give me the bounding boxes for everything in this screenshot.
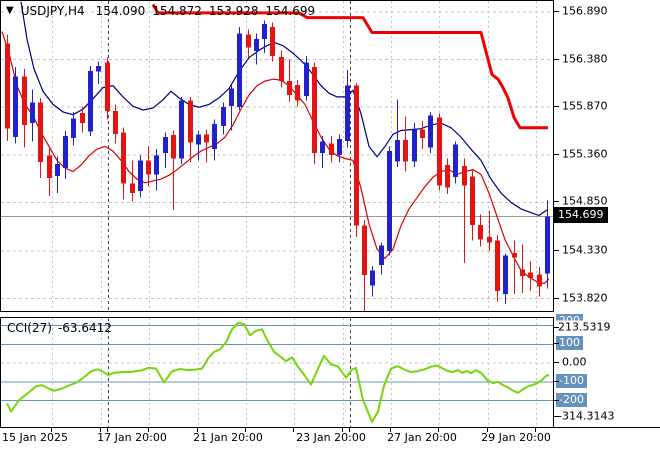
price-axis-label: 156.380 xyxy=(562,52,608,66)
time-axis-label: 29 Jan 20:00 xyxy=(481,431,551,444)
symbol-dropdown-icon[interactable]: ▼ xyxy=(6,5,14,16)
cci-indicator-name: CCI(27) xyxy=(7,321,52,335)
cci-level-label: 100 xyxy=(556,336,583,351)
time-axis-tick xyxy=(245,428,246,432)
axis-tick xyxy=(554,11,559,12)
price-axis-label: 153.820 xyxy=(562,291,608,305)
ohlc-close: 154.699 xyxy=(265,4,316,18)
ohlc-low: 153.928 xyxy=(208,4,259,18)
cci-chart-canvas[interactable] xyxy=(1,318,553,427)
cci-level-label: -200 xyxy=(556,392,587,407)
cci-label: CCI(27) -63.6412 xyxy=(7,321,112,335)
cci-level-label: -100 xyxy=(556,373,587,388)
time-axis-tick xyxy=(535,428,536,432)
ohlc-open: 154.090 xyxy=(95,4,146,18)
price-axis-label: 156.890 xyxy=(562,4,608,18)
price-axis[interactable]: 156.890 156.380 155.870 155.360 154.850 154.3… xyxy=(554,0,660,428)
time-axis-tick xyxy=(148,428,149,432)
cci-min-label: -314.3143 xyxy=(556,409,617,423)
cci-indicator-value: -63.6412 xyxy=(57,321,112,335)
ohlc-high: 154.872 xyxy=(152,4,202,18)
time-axis-label: 21 Jan 20:00 xyxy=(193,431,263,444)
price-axis-label: 155.870 xyxy=(562,99,608,113)
axis-tick xyxy=(554,249,559,251)
time-axis-tick xyxy=(100,428,101,432)
axis-tick xyxy=(554,58,559,60)
axis-tick xyxy=(554,297,559,299)
time-axis-tick xyxy=(438,428,439,432)
time-axis-label: 15 Jan 2025 xyxy=(2,431,68,444)
time-axis-tick xyxy=(390,428,391,432)
time-axis-label: 23 Jan 20:00 xyxy=(296,431,366,444)
axis-tick xyxy=(554,381,559,382)
time-axis[interactable]: 15 Jan 2025 17 Jan 20:00 21 Jan 20:00 23 Ja… xyxy=(0,427,660,450)
cci-max-label: 213.5319 xyxy=(556,320,613,334)
axis-tick xyxy=(554,201,559,203)
axis-tick xyxy=(554,416,559,417)
time-axis-label: 17 Jan 20:00 xyxy=(97,431,167,444)
time-axis-tick xyxy=(342,428,343,432)
time-axis-tick xyxy=(349,428,350,432)
main-chart-canvas[interactable] xyxy=(1,1,553,311)
axis-tick xyxy=(554,400,559,401)
time-axis-tick xyxy=(197,428,198,432)
cci-zero-label: 0.00 xyxy=(562,355,587,369)
time-axis-tick xyxy=(107,428,108,432)
price-axis-label: 155.360 xyxy=(562,147,608,161)
main-chart-panel[interactable] xyxy=(0,0,554,312)
axis-tick xyxy=(554,106,559,108)
chart-header: ▼ USDJPY,H4 154.090 154.872 153.928 154.… xyxy=(6,4,315,18)
time-axis-label: 27 Jan 20:00 xyxy=(387,431,457,444)
time-axis-tick xyxy=(293,428,294,432)
price-axis-label: 154.330 xyxy=(562,243,608,257)
axis-tick xyxy=(554,362,559,363)
time-axis-tick xyxy=(51,428,52,432)
axis-tick xyxy=(554,153,559,155)
axis-tick xyxy=(554,327,559,328)
axis-tick xyxy=(554,343,559,344)
price-axis-label: 154.850 xyxy=(562,194,608,208)
current-price-tag: 154.699 xyxy=(554,207,608,224)
symbol-timeframe-label: USDJPY,H4 xyxy=(20,4,85,18)
time-axis-tick xyxy=(487,428,488,432)
